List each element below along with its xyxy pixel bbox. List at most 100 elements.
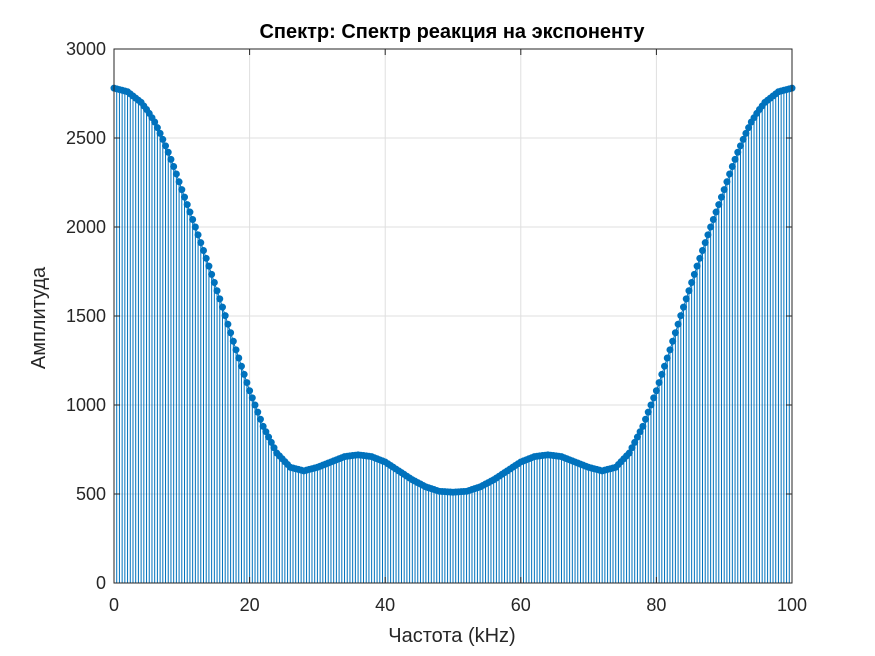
stem-marker	[256, 415, 264, 423]
stem-marker	[151, 118, 159, 126]
stem-marker	[218, 303, 226, 311]
stem-marker	[194, 231, 202, 239]
stem-marker	[205, 262, 213, 270]
stem-marker	[707, 223, 715, 231]
stem-marker	[685, 287, 693, 295]
stem-marker	[739, 135, 747, 143]
stem-marker	[642, 415, 650, 423]
stem-marker	[636, 428, 644, 436]
x-tick-label: 80	[646, 595, 666, 615]
stem-lines	[113, 88, 793, 583]
stem-marker	[237, 362, 245, 370]
y-axis-label: Амплитуда	[28, 266, 50, 369]
stem-marker	[224, 320, 232, 328]
stem-marker	[650, 394, 658, 402]
stem-marker	[745, 124, 753, 132]
stem-marker	[167, 155, 175, 163]
stem-marker	[156, 129, 164, 137]
stem-marker	[213, 287, 221, 295]
stem-marker	[658, 370, 666, 378]
stem-marker	[235, 354, 243, 362]
stem-marker	[715, 201, 723, 209]
y-tick-label: 3000	[66, 39, 106, 59]
stem-marker	[243, 379, 251, 387]
stem-marker	[251, 401, 259, 409]
chart-title: Спектр: Спектр реакция на экспоненту	[259, 21, 645, 43]
stem-marker	[202, 254, 210, 262]
y-tick-label: 1000	[66, 395, 106, 415]
stem-marker	[208, 270, 216, 278]
stem-marker	[688, 279, 696, 287]
x-axis-label: Частота (kHz)	[388, 625, 515, 647]
stem-marker	[216, 295, 224, 303]
tick-marks	[113, 48, 793, 584]
stem-marker	[682, 295, 690, 303]
stem-marker	[178, 186, 186, 194]
x-tick-label: 20	[240, 595, 260, 615]
stem-marker	[717, 193, 725, 201]
stem-marker	[232, 346, 240, 354]
stem-marker	[661, 362, 669, 370]
stem-marker	[731, 155, 739, 163]
stem-marker	[189, 216, 197, 224]
stem-marker	[652, 387, 660, 395]
stem-marker	[210, 279, 218, 287]
stem-marker	[631, 438, 639, 446]
stem-marker	[712, 208, 720, 216]
stem-marker	[227, 329, 235, 337]
x-tick-label: 60	[511, 595, 531, 615]
stem-marker	[170, 162, 178, 170]
stem-marker	[720, 186, 728, 194]
stem-marker	[723, 178, 731, 186]
stem-marker	[639, 422, 647, 430]
stem-marker	[183, 201, 191, 209]
stem-marker	[186, 208, 194, 216]
stem-marker	[625, 449, 633, 457]
stem-marker	[726, 170, 734, 178]
stem-marker	[181, 193, 189, 201]
x-tick-label: 100	[777, 595, 807, 615]
stem-marker	[262, 428, 270, 436]
x-tick-labels: 0 20 40 60 80 100	[109, 595, 807, 615]
stem-marker	[742, 129, 750, 137]
stem-marker	[674, 320, 682, 328]
stem-marker	[221, 312, 229, 320]
stem-marker	[191, 223, 199, 231]
stem-marker	[164, 148, 172, 156]
stem-marker	[644, 408, 652, 416]
stem-marker	[647, 401, 655, 409]
stem-marker	[259, 422, 267, 430]
stem-marker	[240, 370, 248, 378]
y-tick-label: 500	[76, 484, 106, 504]
stem-marker	[734, 148, 742, 156]
stem-marker	[265, 433, 273, 441]
stem-markers	[110, 84, 796, 496]
stem-marker	[693, 262, 701, 270]
stem-marker	[677, 312, 685, 320]
stem-marker	[254, 408, 262, 416]
stem-marker	[704, 231, 712, 239]
y-tick-label: 1500	[66, 306, 106, 326]
stem-marker	[680, 303, 688, 311]
stem-marker	[229, 337, 237, 345]
stem-marker	[199, 246, 207, 254]
y-tick-label: 2500	[66, 128, 106, 148]
stem-marker	[699, 246, 707, 254]
y-tick-labels: 0 500 1000 1500 2000 2500 3000	[66, 39, 106, 593]
stem-marker	[669, 337, 677, 345]
stem-marker	[246, 387, 254, 395]
stem-marker	[153, 124, 161, 132]
x-tick-label: 0	[109, 595, 119, 615]
stem-marker	[248, 394, 256, 402]
stem-marker	[666, 346, 674, 354]
stem-marker	[728, 162, 736, 170]
stem-marker	[633, 433, 641, 441]
stem-marker	[628, 444, 636, 452]
stem-marker	[690, 270, 698, 278]
stem-marker	[162, 142, 170, 150]
stem-marker	[696, 254, 704, 262]
y-tick-label: 2000	[66, 217, 106, 237]
stem-marker	[267, 438, 275, 446]
stem-marker	[159, 135, 167, 143]
